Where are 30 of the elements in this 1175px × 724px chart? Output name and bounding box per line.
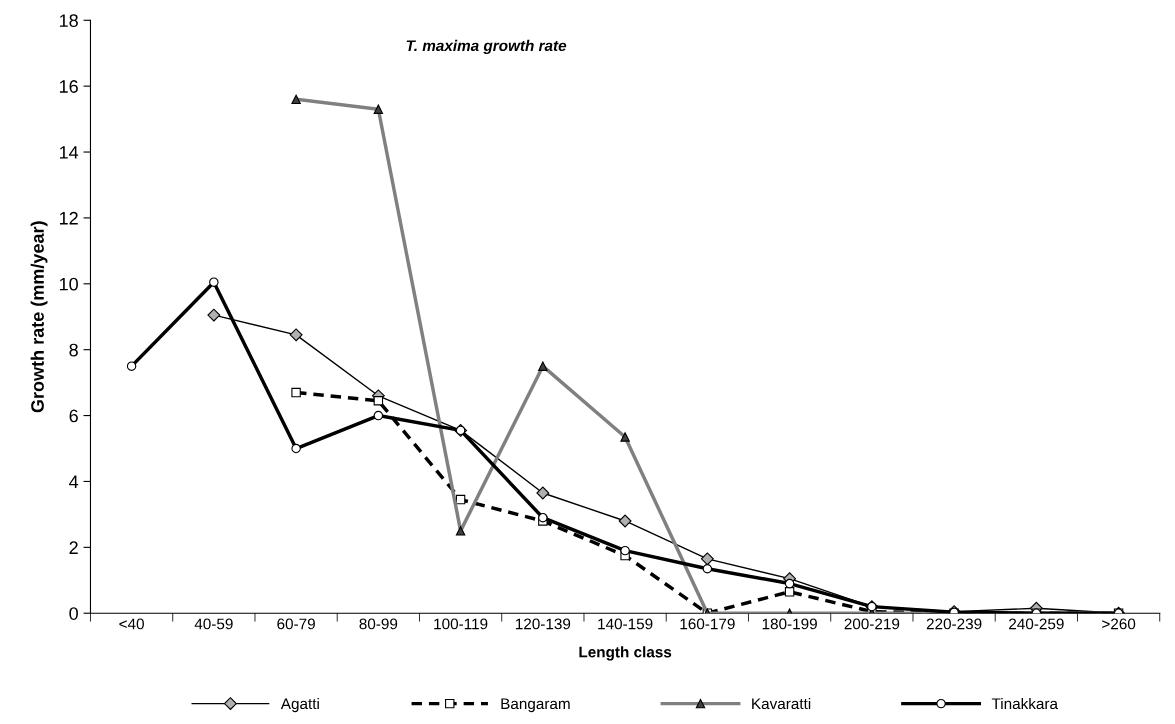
y-tick-label: 16	[59, 80, 78, 93]
y-tick-label: 12	[59, 211, 78, 225]
legend-label: Bangaram	[501, 698, 570, 713]
x-tick-label: 180-199	[762, 618, 817, 630]
legend-label: Kavaratti	[752, 697, 811, 710]
x-tick-label: 100-119	[434, 618, 488, 630]
y-tick-label: 14	[59, 146, 79, 159]
legend-label: Tinakkara	[991, 697, 1058, 710]
x-tick-label: >260	[1102, 618, 1136, 630]
x-tick-label: 220-239	[926, 618, 982, 630]
y-axis-title: Growth rate (mm/year)	[30, 221, 48, 413]
x-tick-label: 200-219	[844, 618, 900, 630]
legend-label: Agatti	[280, 697, 319, 713]
y-tick-label: 2	[69, 541, 78, 554]
y-tick-label: 18	[59, 14, 78, 27]
y-tick-label: 8	[69, 343, 78, 357]
y-tick-label: 10	[59, 277, 78, 291]
y-tick-label: 6	[69, 409, 78, 423]
x-tick-label: 160-179	[680, 618, 735, 630]
x-tick-label: 40-59	[194, 618, 233, 630]
text: T. maxima growth rate	[406, 39, 567, 55]
y-tick-label: 4	[69, 475, 79, 488]
x-tick-label: 80-99	[359, 618, 398, 630]
x-axis-title: Length class	[579, 646, 672, 661]
x-tick-label: 60-79	[277, 618, 315, 630]
x-tick-label: 140-159	[598, 618, 653, 630]
x-tick-label: <40	[119, 618, 144, 630]
y-tick-label: 0	[69, 607, 78, 620]
x-tick-label: 120-139	[515, 618, 571, 630]
x-tick-label: 240-259	[1009, 618, 1064, 630]
